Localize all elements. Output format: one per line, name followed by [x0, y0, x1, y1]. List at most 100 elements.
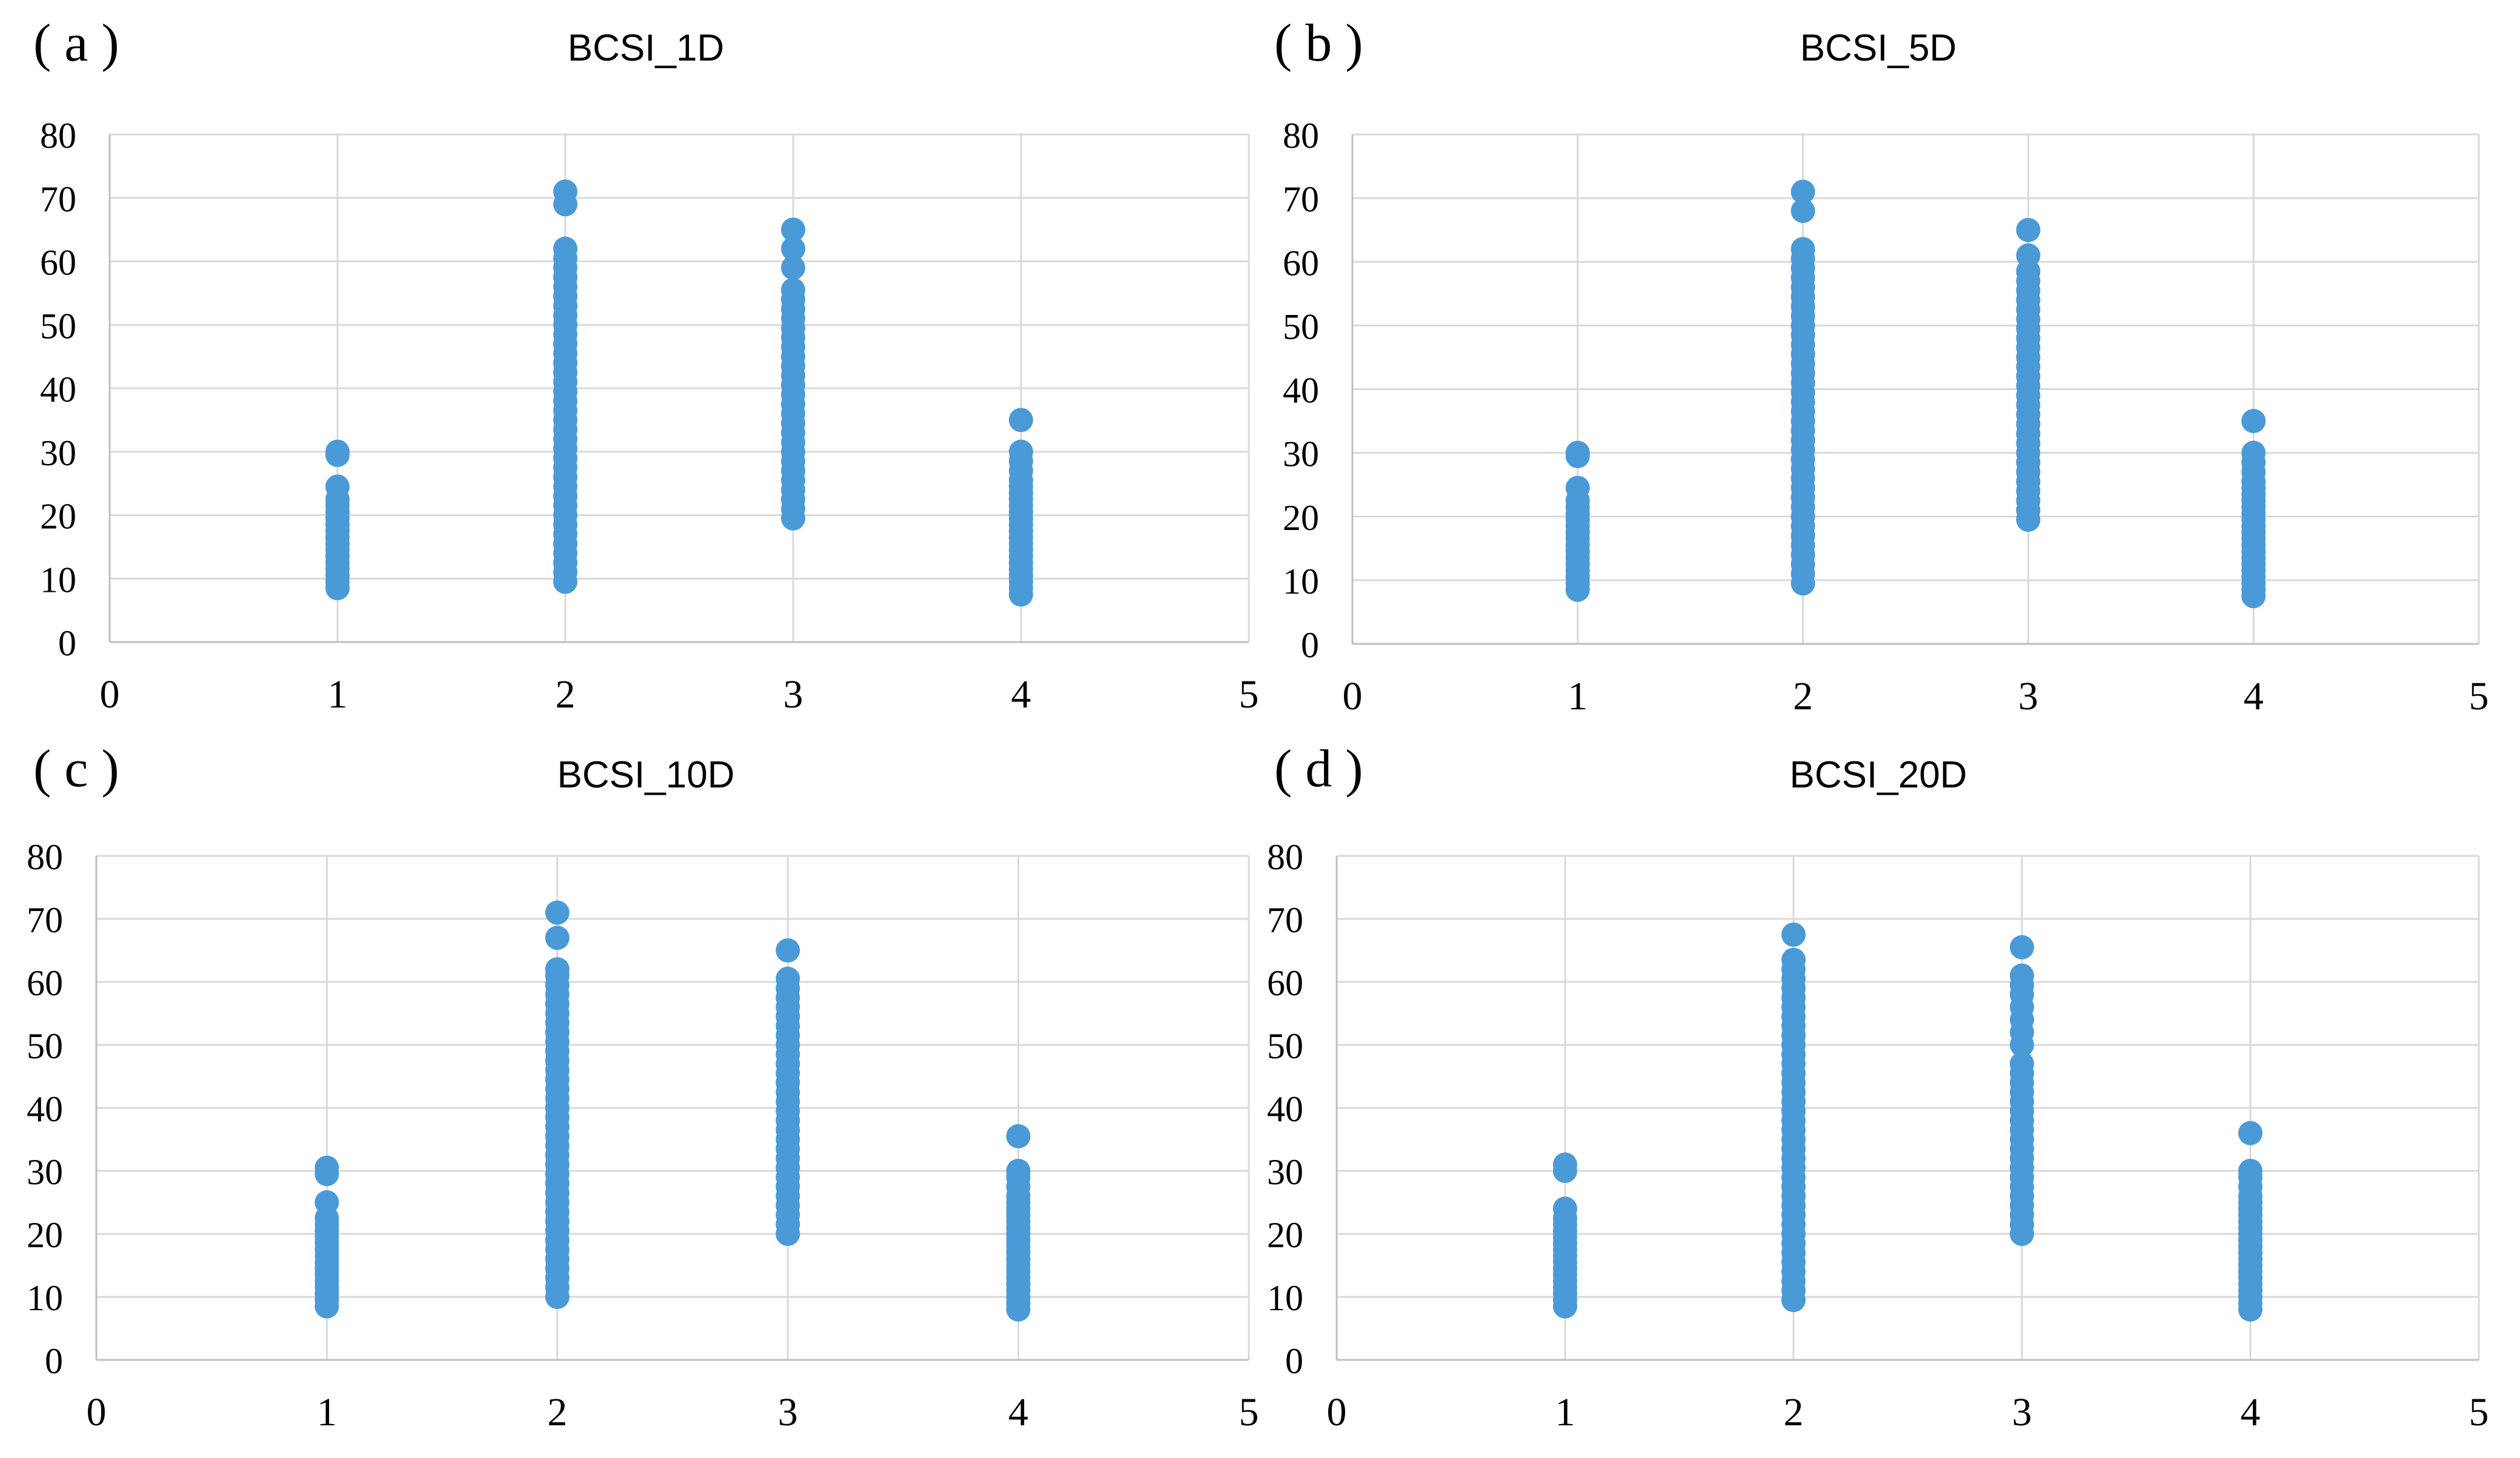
- data-point: [1553, 1152, 1577, 1177]
- data-point: [314, 1190, 339, 1214]
- panel-label: ( b ): [1274, 14, 1363, 73]
- x-tick-label: 1: [328, 672, 348, 717]
- data-point: [2238, 1121, 2262, 1145]
- data-point: [2241, 440, 2266, 465]
- data-point: [781, 255, 805, 280]
- x-tick-label: 3: [2012, 1390, 2032, 1434]
- x-tick-label: 0: [100, 672, 120, 717]
- chart-title: BCSI_1D: [568, 27, 724, 69]
- data-point: [781, 217, 805, 242]
- data-point: [545, 900, 570, 925]
- y-tick-label: 60: [40, 243, 76, 283]
- panel-label: ( d ): [1274, 740, 1363, 798]
- x-tick-label: 2: [556, 672, 576, 717]
- y-tick-label: 0: [1301, 625, 1319, 665]
- panel-label: ( a ): [33, 14, 119, 73]
- data-point: [325, 474, 350, 499]
- y-tick-label: 10: [1283, 562, 1319, 601]
- data-point: [2010, 1052, 2034, 1076]
- data-point: [1790, 237, 1815, 262]
- y-tick-label: 20: [1283, 498, 1319, 538]
- x-tick-label: 2: [1784, 1390, 1804, 1434]
- y-tick-label: 50: [27, 1026, 63, 1066]
- x-tick-label: 1: [1568, 674, 1587, 718]
- x-tick-label: 0: [1327, 1390, 1347, 1434]
- y-tick-label: 30: [40, 433, 76, 473]
- y-tick-label: 20: [40, 497, 76, 537]
- x-tick-label: 1: [1555, 1390, 1575, 1434]
- data-point: [1781, 947, 1806, 972]
- y-tick-label: 0: [58, 623, 76, 663]
- chart-panel: ( b ) BCSI_5D 0 10 20 30 40 50 60 70 80 0 1 2 3 4 5: [1274, 14, 2489, 718]
- x-tick-label: 5: [1239, 1390, 1259, 1434]
- y-tick-label: 80: [27, 837, 63, 877]
- data-point: [1006, 1159, 1031, 1183]
- y-tick-label: 70: [27, 900, 63, 940]
- chart-panel: ( d ) BCSI_20D 0 10 20 30 40 50 60 70 80 0 1 2 3 4 5: [1267, 740, 2489, 1434]
- y-tick-label: 50: [40, 306, 76, 346]
- data-point: [545, 926, 570, 950]
- data-point: [553, 236, 577, 261]
- y-tick-label: 80: [1283, 116, 1319, 156]
- y-tick-label: 40: [27, 1089, 63, 1129]
- y-tick-label: 70: [1267, 900, 1303, 940]
- y-tick-label: 10: [1267, 1278, 1303, 1318]
- y-tick-label: 50: [1283, 307, 1319, 346]
- y-tick-label: 10: [27, 1278, 63, 1318]
- x-tick-label: 4: [1008, 1390, 1028, 1434]
- y-tick-label: 60: [1267, 963, 1303, 1003]
- data-point: [2241, 409, 2266, 434]
- x-tick-label: 2: [1793, 674, 1813, 718]
- y-tick-label: 50: [1267, 1026, 1303, 1066]
- y-tick-label: 10: [40, 560, 76, 600]
- x-tick-label: 0: [1343, 674, 1363, 718]
- y-tick-label: 80: [40, 116, 76, 156]
- data-point: [2016, 217, 2041, 242]
- y-tick-label: 60: [1283, 243, 1319, 283]
- x-tick-label: 3: [783, 672, 803, 717]
- data-point: [781, 277, 805, 302]
- data-point: [1790, 199, 1815, 224]
- y-tick-label: 40: [1267, 1089, 1303, 1129]
- data-point: [2016, 243, 2041, 268]
- y-tick-label: 30: [27, 1152, 63, 1192]
- data-point: [1781, 923, 1806, 947]
- y-tick-label: 0: [1285, 1341, 1303, 1381]
- data-point: [1565, 440, 1590, 465]
- chart-title: BCSI_20D: [1790, 754, 1967, 796]
- chart-title: BCSI_10D: [557, 754, 735, 796]
- data-point: [2010, 963, 2034, 988]
- data-point: [1009, 439, 1033, 464]
- data-point: [553, 179, 577, 204]
- y-tick-label: 60: [27, 963, 63, 1003]
- y-tick-label: 70: [40, 179, 76, 219]
- x-tick-label: 5: [2469, 674, 2489, 718]
- data-point: [2238, 1159, 2262, 1183]
- data-point: [1009, 408, 1033, 432]
- x-tick-label: 0: [87, 1390, 107, 1434]
- y-tick-label: 20: [27, 1215, 63, 1255]
- y-tick-label: 20: [1267, 1215, 1303, 1255]
- data-point: [776, 938, 800, 963]
- data-point: [1553, 1196, 1577, 1221]
- x-tick-label: 4: [2241, 1390, 2261, 1434]
- data-point: [781, 236, 805, 261]
- data-point: [1006, 1124, 1031, 1148]
- panel-label: ( c ): [33, 740, 119, 798]
- y-tick-label: 40: [40, 369, 76, 409]
- chart-panel: ( c ) BCSI_10D 0 10 20 30 40 50 60 70 80 0 1 2 3 4 5: [27, 740, 1259, 1434]
- x-tick-label: 3: [2018, 674, 2038, 718]
- data-point: [314, 1155, 339, 1180]
- y-tick-label: 0: [45, 1341, 63, 1381]
- chart-title: BCSI_5D: [1800, 27, 1956, 69]
- y-tick-label: 80: [1267, 837, 1303, 877]
- x-tick-label: 4: [1011, 672, 1031, 717]
- x-tick-label: 3: [778, 1390, 798, 1434]
- x-tick-label: 2: [547, 1390, 567, 1434]
- data-point: [2010, 935, 2034, 959]
- y-tick-label: 30: [1283, 434, 1319, 474]
- y-tick-label: 70: [1283, 179, 1319, 219]
- x-tick-label: 5: [1239, 672, 1259, 717]
- data-point: [325, 439, 350, 464]
